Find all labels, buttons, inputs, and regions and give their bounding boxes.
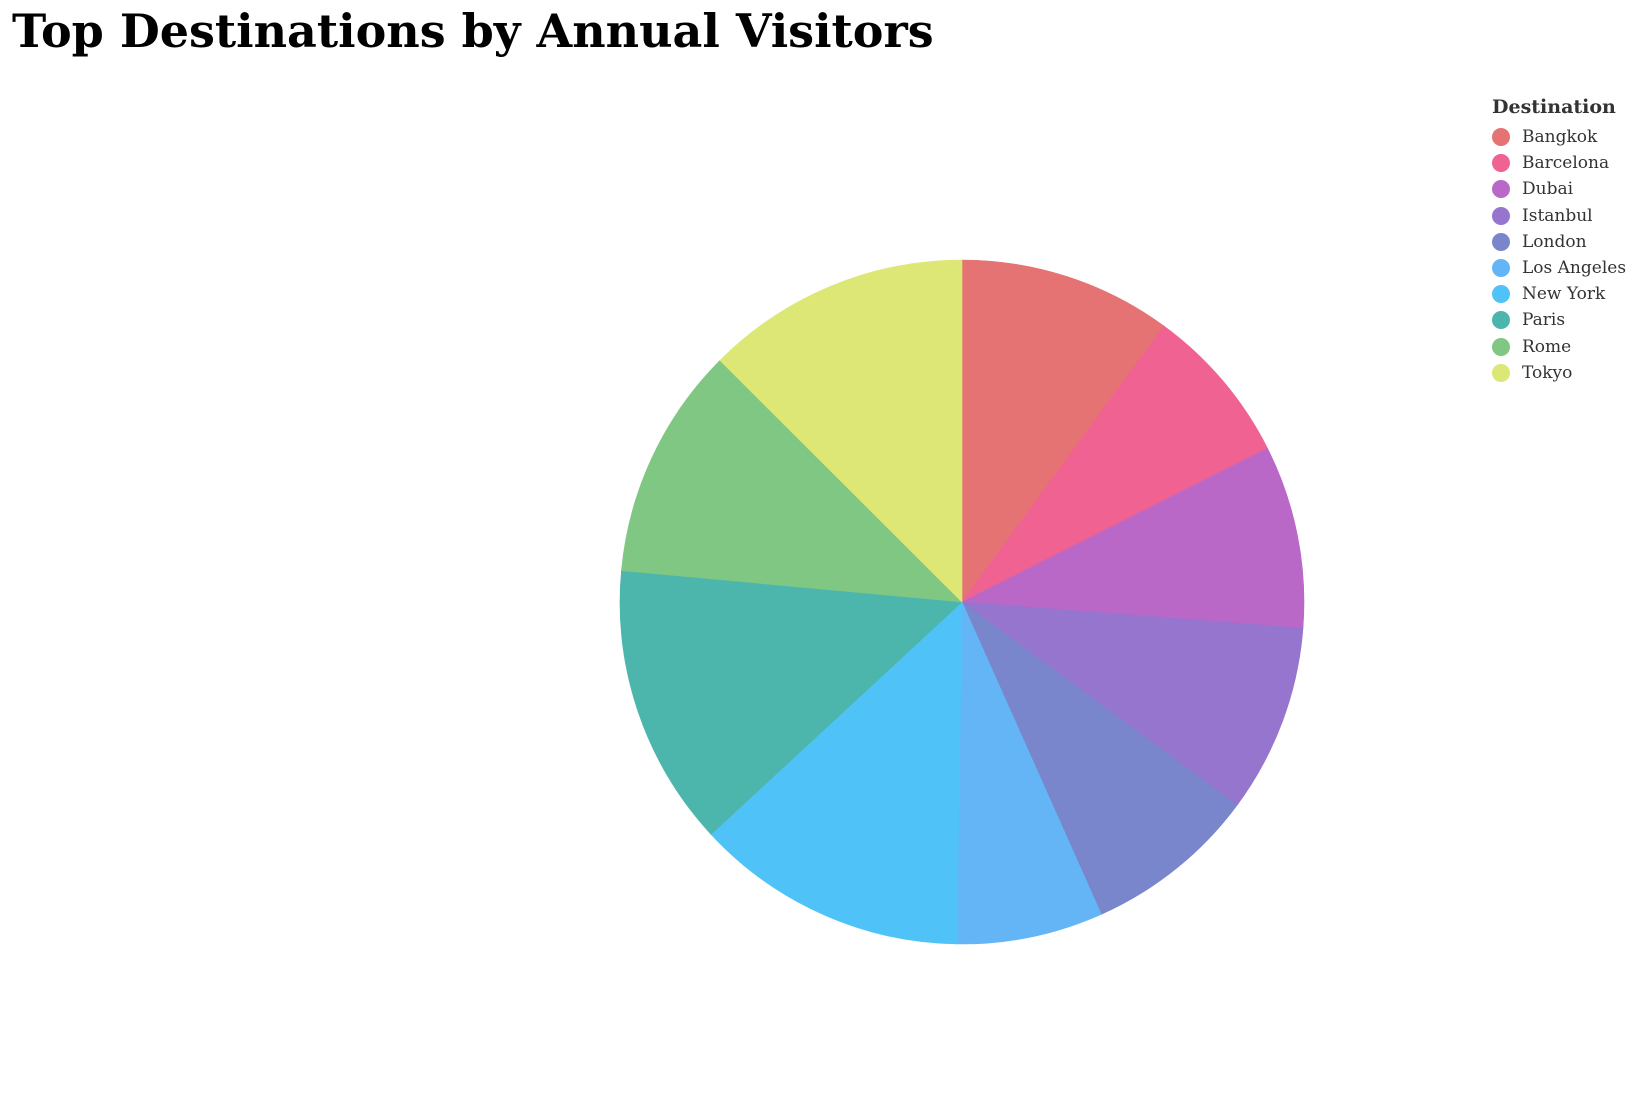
- legend-swatch: [1492, 285, 1510, 304]
- legend-label: London: [1522, 231, 1587, 252]
- legend-item-new-york[interactable]: New York: [1492, 281, 1626, 307]
- legend-label: Los Angeles: [1522, 258, 1627, 279]
- pie-slice-london[interactable]: [961, 601, 1238, 915]
- pie-slice-tokyo[interactable]: [719, 259, 963, 603]
- legend-label: Bangkok: [1522, 127, 1598, 148]
- legend-item-paris[interactable]: Paris: [1492, 307, 1626, 333]
- legend-item-dubai[interactable]: Dubai: [1492, 176, 1626, 202]
- pie-slice-los-angeles[interactable]: [956, 601, 1102, 945]
- legend-item-london[interactable]: London: [1492, 229, 1626, 255]
- legend-swatch: [1492, 154, 1510, 173]
- legend-items: Bangkok Barcelona Dubai Istanbul London Los A…: [1492, 124, 1626, 386]
- legend-label: Istanbul: [1522, 205, 1593, 226]
- legend-label: New York: [1522, 284, 1606, 305]
- pie-slice-bangkok[interactable]: [961, 259, 1165, 603]
- legend-label: Rome: [1522, 336, 1572, 357]
- chart-title: Top Destinations by Annual Visitors: [12, 4, 934, 58]
- legend-item-istanbul[interactable]: Istanbul: [1492, 203, 1626, 229]
- legend-swatch: [1492, 128, 1510, 147]
- legend-swatch: [1492, 259, 1510, 278]
- pie-slice-istanbul[interactable]: [960, 601, 1304, 806]
- legend-item-los-angeles[interactable]: Los Angeles: [1492, 255, 1626, 281]
- legend-label: Paris: [1522, 310, 1566, 331]
- legend-swatch: [1492, 311, 1510, 330]
- legend-swatch: [1492, 206, 1510, 225]
- legend-item-rome[interactable]: Rome: [1492, 334, 1626, 360]
- legend-label: Tokyo: [1522, 362, 1573, 383]
- legend-swatch: [1492, 232, 1510, 251]
- legend-item-tokyo[interactable]: Tokyo: [1492, 360, 1626, 386]
- pie-slice-rome[interactable]: [621, 359, 963, 603]
- legend-swatch: [1492, 180, 1510, 199]
- pie-slice-barcelona[interactable]: [961, 325, 1268, 603]
- pie-slice-dubai[interactable]: [960, 447, 1305, 629]
- legend-item-barcelona[interactable]: Barcelona: [1492, 150, 1626, 176]
- legend-label: Dubai: [1522, 179, 1574, 200]
- legend-label: Barcelona: [1522, 153, 1610, 174]
- pie-slice-new-york[interactable]: [710, 601, 963, 945]
- pie-slice-paris[interactable]: [619, 570, 963, 835]
- legend-swatch: [1492, 363, 1510, 382]
- legend-title: Destination: [1492, 96, 1616, 118]
- legend-item-bangkok[interactable]: Bangkok: [1492, 124, 1626, 150]
- legend-swatch: [1492, 337, 1510, 356]
- pie-slices: [619, 259, 1305, 945]
- legend: Destination Bangkok Barcelona Dubai Istanbu…: [1492, 96, 1626, 386]
